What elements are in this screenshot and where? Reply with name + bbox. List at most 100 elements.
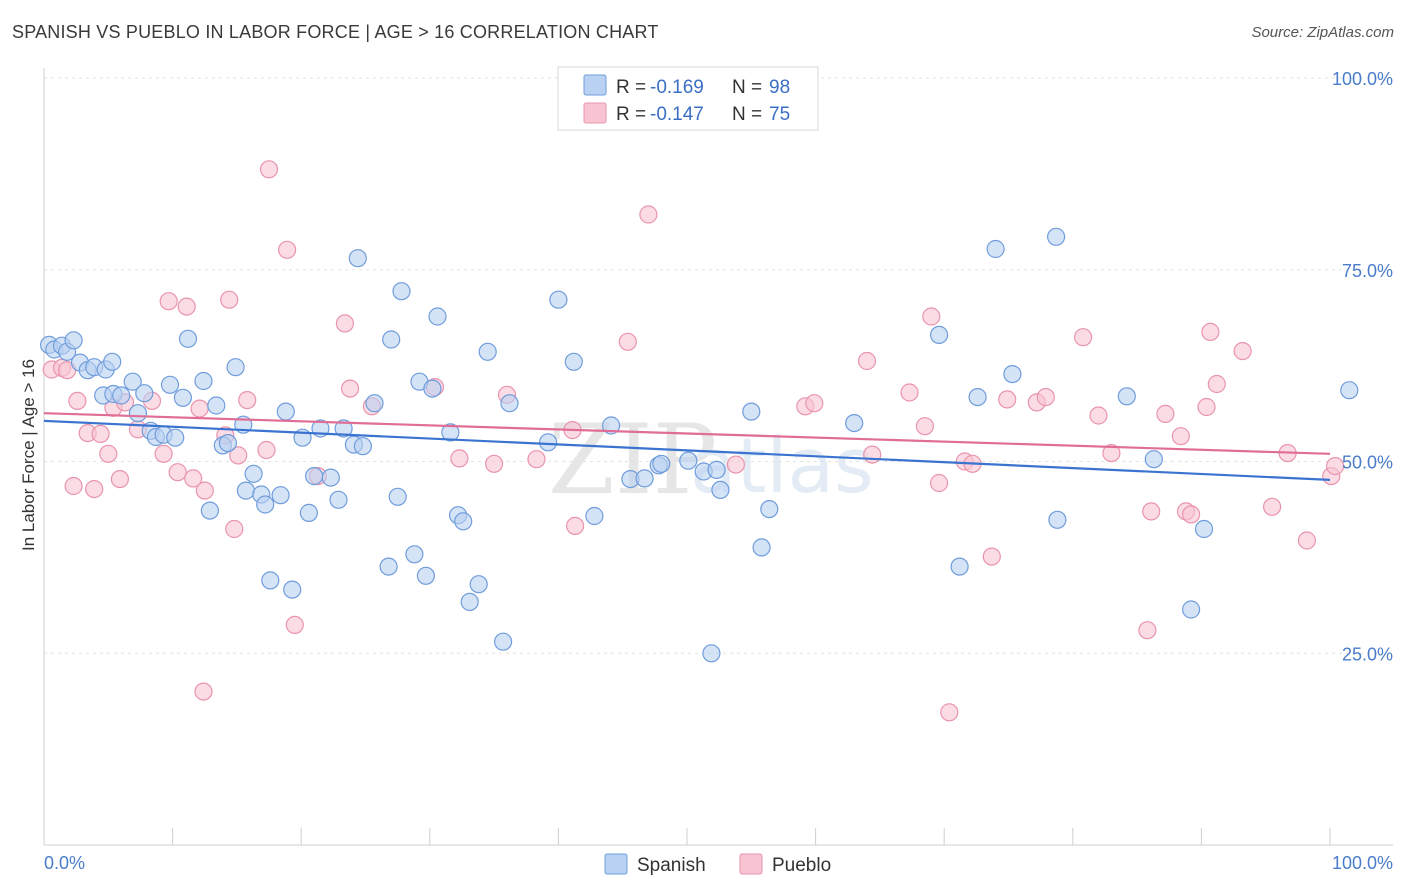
pueblo-point	[900, 383, 919, 402]
spanish-point	[256, 495, 275, 514]
grid-lines	[44, 77, 1393, 654]
spanish-point	[334, 419, 353, 438]
spanish-point	[321, 468, 340, 487]
pueblo-point	[168, 463, 187, 482]
spanish-point	[702, 644, 721, 663]
spanish-point	[103, 352, 122, 371]
axes	[43, 68, 1393, 846]
spanish-point	[929, 325, 949, 344]
pueblo-point	[285, 615, 304, 635]
spanish-point	[1144, 450, 1163, 469]
y-tick-label: 25.0%	[1342, 644, 1393, 664]
pueblo-point	[1197, 397, 1216, 417]
spanish-point	[244, 464, 263, 483]
spanish-point	[478, 342, 497, 361]
spanish-point	[283, 580, 302, 599]
pueblo-point	[805, 394, 824, 413]
spanish-point	[276, 402, 295, 421]
pueblo-point	[335, 314, 354, 333]
pueblo-point	[259, 160, 279, 179]
pueblo-point	[1201, 322, 1220, 341]
spanish-point	[123, 372, 142, 391]
pueblo-point	[982, 547, 1001, 566]
pueblo-point	[485, 454, 504, 473]
legend-spanish-n-value: 98	[769, 77, 790, 98]
pueblo-point	[1181, 505, 1201, 524]
spanish-point	[271, 486, 290, 505]
pueblo-point	[229, 446, 248, 465]
legend-spanish-r-label: R =	[616, 77, 646, 98]
spanish-point	[1117, 387, 1136, 406]
spanish-point	[601, 416, 621, 435]
spanish-point	[1181, 600, 1201, 619]
spanish-point	[652, 454, 671, 473]
pueblo-trend-line	[43, 412, 1331, 455]
spanish-point	[379, 557, 398, 576]
pueblo-point	[527, 450, 546, 469]
spanish-point	[760, 500, 779, 519]
spanish-point	[707, 460, 726, 479]
spanish-point	[200, 501, 219, 520]
spanish-point	[1048, 510, 1067, 529]
legend-pueblo-n-label: N =	[732, 104, 762, 125]
pueblo-point	[1089, 406, 1108, 425]
legend-pueblo-r-label: R =	[616, 104, 646, 125]
legend-swatch-pueblo	[583, 102, 607, 124]
pueblo-point	[194, 682, 213, 701]
spanish-point	[405, 545, 424, 564]
spanish-point	[454, 512, 473, 531]
legend: R = -0.169 N = 98 R = -0.147 N = 75	[557, 66, 819, 131]
spanish-point	[845, 414, 864, 433]
legend-pueblo-r-value: -0.147	[650, 104, 704, 125]
spanish-points	[39, 227, 1359, 663]
legend-spanish-r-value: -0.169	[650, 77, 704, 98]
pueblo-point	[726, 455, 746, 474]
spanish-point	[742, 402, 761, 421]
y-tick-label: 50.0%	[1342, 453, 1393, 473]
pueblo-point	[1073, 328, 1093, 347]
pueblo-point	[915, 417, 935, 436]
bottom-legend-pueblo: Pueblo	[772, 855, 831, 876]
pueblo-point	[1142, 502, 1161, 521]
spanish-point	[585, 506, 604, 526]
pueblo-point	[1233, 342, 1252, 361]
spanish-point	[711, 480, 730, 499]
bottom-legend: Spanish Pueblo	[604, 853, 831, 876]
y-tick-label: 75.0%	[1342, 261, 1393, 281]
pueblo-point	[190, 399, 209, 418]
spanish-point	[348, 249, 367, 268]
pueblo-point	[1297, 531, 1317, 550]
pueblo-point	[68, 391, 87, 410]
spanish-point	[564, 352, 583, 371]
pueblo-point	[1036, 388, 1055, 407]
spanish-point	[752, 538, 771, 557]
spanish-trend-line	[43, 419, 1331, 482]
spanish-point	[299, 503, 318, 523]
spanish-point	[128, 404, 147, 423]
pueblo-point	[1102, 444, 1121, 463]
spanish-point	[365, 394, 384, 413]
spanish-point	[135, 384, 154, 403]
y-tick-labels: 25.0% 50.0% 75.0% 100.0%	[1332, 69, 1393, 664]
spanish-point	[236, 481, 255, 500]
pueblo-point	[159, 292, 178, 311]
spanish-point	[549, 290, 568, 309]
spanish-point	[679, 451, 698, 470]
legend-spanish-n-label: N =	[732, 77, 762, 98]
pueblo-point	[341, 379, 360, 398]
spanish-point	[166, 428, 185, 447]
y-axis-label: In Labor Force | Age > 16	[19, 359, 38, 551]
spanish-point	[428, 307, 447, 326]
spanish-point	[112, 386, 131, 405]
pueblo-point	[1138, 621, 1157, 640]
spanish-point	[173, 388, 192, 407]
pueblo-point	[857, 351, 877, 371]
spanish-point	[226, 358, 245, 377]
pueblo-point	[195, 481, 214, 500]
spanish-point	[494, 632, 513, 651]
pueblo-point	[154, 444, 173, 463]
y-tick-label: 100.0%	[1332, 69, 1393, 89]
chart-title: SPANISH VS PUEBLO IN LABOR FORCE | AGE >…	[12, 22, 659, 42]
pueblo-point	[863, 445, 882, 464]
